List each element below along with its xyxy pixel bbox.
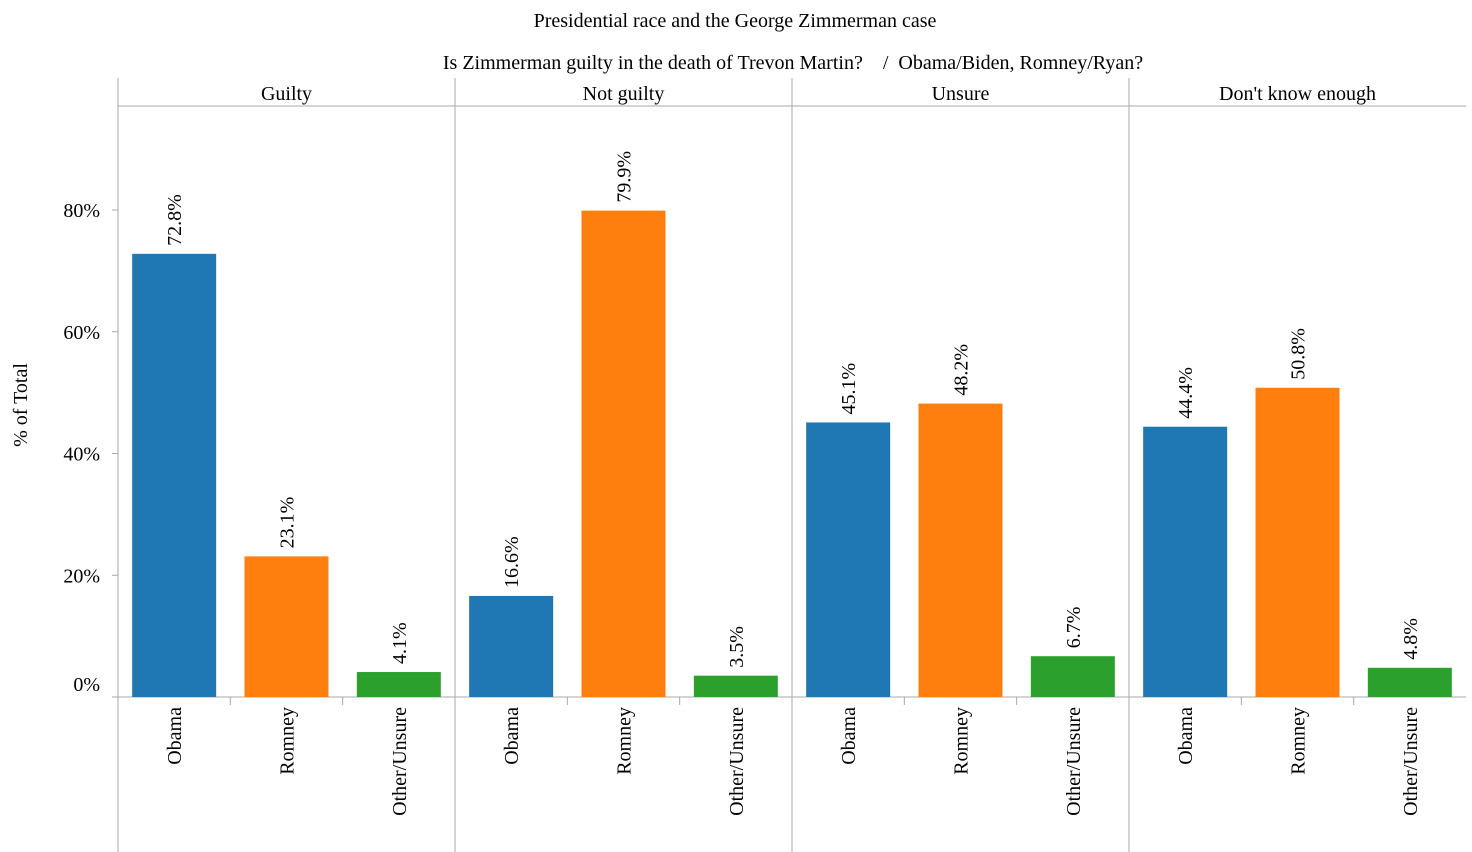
x-tick-label: Other/Unsure: [1400, 707, 1422, 816]
y-tick-label: 60%: [63, 322, 100, 344]
x-tick-label: Other/Unsure: [1063, 707, 1085, 816]
data-label: 50.8%: [1288, 328, 1310, 380]
panel-header: Unsure: [932, 83, 990, 105]
bar: [806, 422, 891, 697]
x-tick-label: Romney: [1288, 707, 1310, 775]
plot-area: 0% 20% 40% 60% 80% Guilty 72.8% Obama 23.1% Romne…: [63, 78, 1466, 852]
data-label: 79.9%: [614, 151, 636, 203]
bar: [1030, 656, 1115, 697]
x-tick-label: Obama: [501, 707, 523, 765]
x-tick-label: Romney: [277, 707, 299, 775]
bar: [693, 675, 778, 697]
x-tick-label: Obama: [1175, 707, 1197, 765]
data-label: 72.8%: [164, 194, 186, 246]
y-tick-label: 40%: [63, 444, 100, 466]
data-label: 3.5%: [726, 626, 748, 668]
chart-subtitle: Is Zimmerman guilty in the death of Trev…: [443, 52, 1143, 74]
y-tick-label: 0%: [73, 674, 100, 696]
chart-title: Presidential race and the George Zimmerm…: [534, 10, 937, 32]
y-tick-label: 80%: [63, 200, 100, 222]
panel-header: Not guilty: [583, 83, 665, 105]
data-label: 23.1%: [277, 497, 299, 549]
data-label: 44.4%: [1175, 367, 1197, 419]
x-tick-label: Obama: [838, 707, 860, 765]
y-axis-label: % of Total: [10, 363, 32, 447]
data-label: 4.1%: [389, 622, 411, 664]
panel-header: Guilty: [261, 83, 312, 105]
x-tick-label: Other/Unsure: [726, 707, 748, 816]
y-tick-label: 20%: [63, 565, 100, 587]
data-label: 16.6%: [501, 536, 523, 588]
data-label: 48.2%: [951, 344, 973, 396]
bar: [244, 556, 329, 697]
x-tick-label: Obama: [164, 707, 186, 765]
bar: [1255, 387, 1340, 697]
bar: [1143, 426, 1228, 697]
data-label: 4.8%: [1400, 618, 1422, 660]
bar: [356, 672, 441, 697]
x-tick-label: Romney: [951, 707, 973, 775]
data-label: 6.7%: [1063, 607, 1085, 649]
data-label: 45.1%: [838, 363, 860, 415]
panel-header: Don't know enough: [1219, 83, 1376, 105]
bar: [1367, 667, 1452, 697]
bar: [469, 595, 554, 697]
x-tick-label: Other/Unsure: [389, 707, 411, 816]
bar: [132, 253, 217, 697]
bar: [581, 210, 666, 697]
bar: [918, 403, 1003, 697]
x-tick-label: Romney: [614, 707, 636, 775]
